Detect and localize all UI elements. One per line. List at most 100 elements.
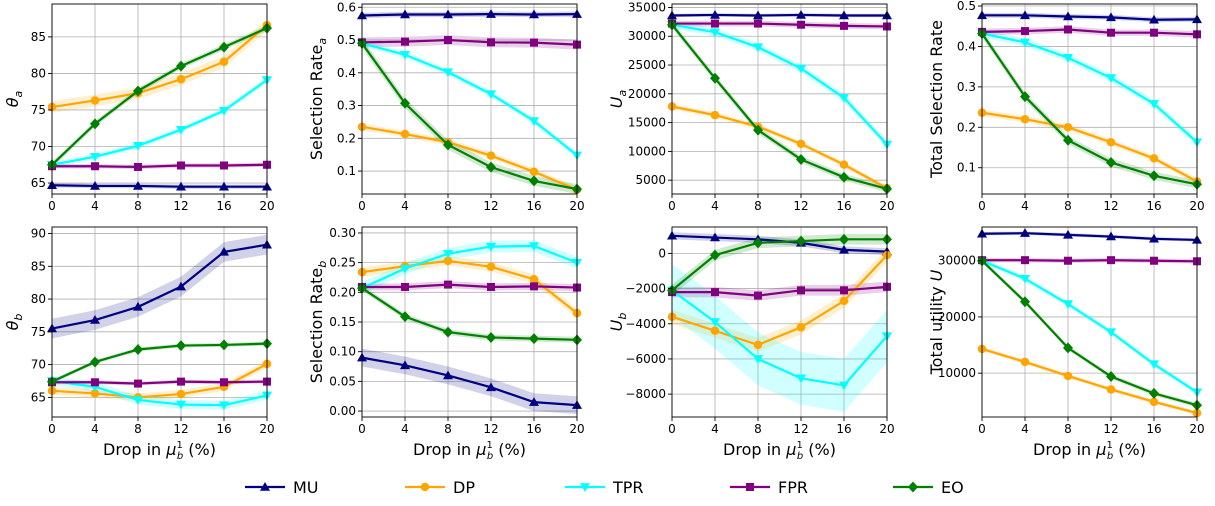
x-tick-label: 20 (1189, 422, 1204, 436)
data-point-eo (710, 72, 720, 84)
data-point-mu (529, 397, 539, 406)
subplot-1: 0 4 8 12 16 20 65 70 75 80 85 θa (3, 3, 275, 213)
series-line-eo (981, 259, 1198, 407)
data-point-tpr (1063, 54, 1073, 63)
data-point-mu (133, 301, 143, 311)
data-point-dp (1020, 357, 1030, 367)
data-point-dp (1063, 123, 1073, 132)
data-point-dp (710, 110, 720, 120)
x-tick-label: 20 (259, 199, 274, 213)
data-point-tpr (753, 43, 763, 53)
data-point-eo (529, 333, 539, 345)
series-line-fpr (982, 259, 1198, 263)
y-tick-label: 70 (31, 358, 46, 372)
x-tick-label: 20 (879, 422, 894, 436)
data-point-tpr (400, 51, 410, 60)
series-line-fpr (52, 380, 268, 385)
legend-label: MU (293, 478, 319, 497)
data-point-fpr (1107, 28, 1115, 37)
x-tick-label: 12 (793, 422, 808, 436)
x-tick-label: 20 (569, 199, 584, 213)
axes-frame (981, 3, 1198, 195)
x-tick-label: 8 (134, 422, 142, 436)
y-tick-label: 80 (31, 292, 46, 306)
band-tpr (982, 29, 1197, 147)
data-point-eo (1149, 387, 1159, 399)
x-tick-label: 8 (444, 422, 452, 436)
data-point-eo (1020, 296, 1030, 308)
y-tick-label: 0.20 (329, 285, 356, 299)
data-point-eo (486, 161, 496, 173)
series-line-dp (671, 105, 888, 190)
data-point-eo (1063, 134, 1073, 146)
data-point-dp (839, 160, 849, 169)
series-line-dp (361, 125, 578, 191)
x-axis-label: Drop in μ1 b (%) (103, 440, 216, 462)
data-point-mu (796, 9, 806, 19)
x-tick-label: 4 (91, 422, 99, 436)
subplot-7: 0 4 8 12 16 20 −8000 −6000 −4000 −2000 0 Ub Drop in … (607, 226, 895, 462)
legend-label: FPR (778, 478, 808, 497)
data-point-eo (710, 249, 720, 261)
data-point-dp (1020, 114, 1030, 124)
y-tick-label: 0.15 (329, 315, 356, 329)
y-tick-label: 0.1 (337, 164, 356, 178)
band-fpr (362, 35, 577, 50)
legend-item-fpr: FPR (730, 478, 808, 497)
x-tick-label: 16 (1146, 422, 1161, 436)
data-point-fpr (1021, 256, 1029, 265)
band-dp (982, 109, 1197, 185)
x-tick-label: 4 (91, 199, 99, 213)
series-tpr (977, 29, 1202, 148)
series-line-fpr (52, 163, 268, 169)
x-tick-label: 20 (1189, 199, 1204, 213)
data-point-tpr (133, 396, 143, 405)
confidence-bands (672, 232, 887, 412)
data-point-tpr (839, 381, 849, 391)
data-point-fpr (1150, 256, 1158, 265)
data-point-dp (219, 57, 229, 66)
x-tick-label: 16 (1146, 199, 1161, 213)
legend-marker-fpr (746, 483, 754, 491)
data-point-dp (486, 151, 496, 160)
y-axis-label: Total utility U (927, 269, 946, 375)
band-tpr (982, 257, 1197, 396)
y-tick-label: −4000 (625, 317, 666, 331)
legend-item-eo: EO (893, 478, 964, 497)
data-point-tpr (753, 355, 763, 364)
data-point-fpr (220, 161, 228, 170)
data-point-tpr (529, 117, 539, 126)
x-tick-label: 12 (173, 422, 188, 436)
data-point-eo (753, 237, 763, 249)
band-dp (672, 103, 887, 192)
x-tick-label: 16 (526, 422, 541, 436)
series-line-mu (981, 232, 1198, 242)
data-point-fpr (711, 288, 719, 297)
data-point-tpr (400, 264, 410, 274)
band-dp (52, 19, 267, 113)
data-point-fpr (840, 286, 848, 295)
data-point-tpr (1149, 360, 1159, 370)
series-line-tpr (981, 32, 1198, 144)
data-point-mu (219, 181, 229, 191)
series-line-mu (361, 356, 578, 407)
data-point-dp (90, 389, 100, 398)
y-axis-label: Selection Ratea (307, 38, 329, 161)
x-tick-label: 4 (711, 422, 719, 436)
data-point-fpr (754, 19, 762, 28)
series-line-tpr (51, 79, 268, 166)
data-point-eo (796, 235, 806, 247)
band-tpr (672, 263, 887, 412)
data-point-tpr (219, 106, 229, 116)
x-tick-label: 12 (793, 199, 808, 213)
band-tpr (52, 77, 267, 168)
x-axis-label: Drop in μ1 b (%) (413, 440, 526, 462)
y-tick-label: 0.2 (337, 131, 356, 145)
series-mu (977, 228, 1202, 244)
y-tick-label: 0.5 (957, 0, 976, 13)
data-point-tpr (1106, 328, 1116, 338)
data-point-fpr (444, 280, 452, 289)
x-axis-label: Drop in μ1 b (%) (1033, 440, 1146, 462)
data-point-mu (443, 9, 453, 19)
data-point-eo (443, 139, 453, 151)
